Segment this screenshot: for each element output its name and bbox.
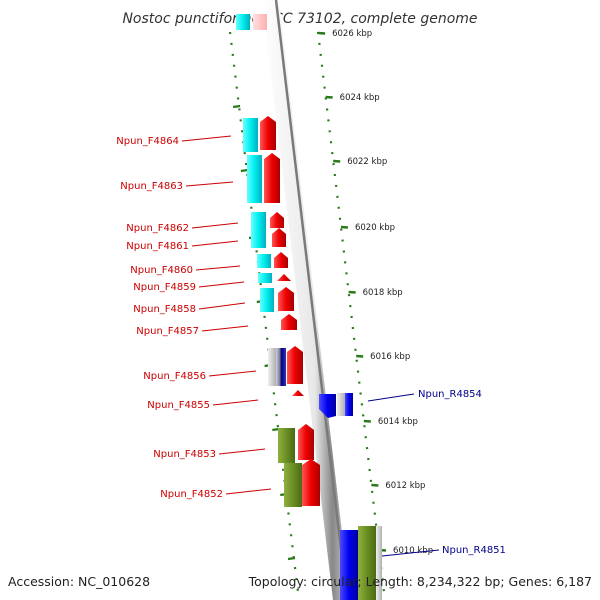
cds-reverse-F4860 bbox=[257, 254, 271, 268]
green-feature-F4853 bbox=[278, 428, 295, 463]
tick-mark bbox=[340, 225, 349, 229]
gene-label-left: Npun_F4857 bbox=[136, 326, 199, 337]
cds-forward-F4858 bbox=[278, 287, 294, 311]
gene-callout-line bbox=[218, 448, 266, 455]
gene-label-left: Npun_F4856 bbox=[143, 371, 206, 382]
gene-callout-line bbox=[367, 393, 415, 402]
cds-reverse-F4856 bbox=[276, 348, 286, 386]
tick-label: 6026 kbp bbox=[332, 29, 372, 39]
genome-backbone bbox=[262, 0, 350, 600]
gene-label-left: Npun_F4855 bbox=[147, 400, 210, 411]
tick-mark bbox=[318, 31, 326, 35]
gene-label-right: Npun_R4854 bbox=[418, 389, 482, 400]
gene-callout-line bbox=[208, 370, 257, 377]
cds-reverse-F4858 bbox=[260, 288, 274, 312]
green-feature-R4851 bbox=[358, 526, 376, 600]
cds-reverse-partial bbox=[236, 14, 250, 30]
tick-mark bbox=[325, 95, 333, 99]
gene-callout-line bbox=[198, 302, 246, 310]
gene-label-left: Npun_F4862 bbox=[126, 223, 189, 234]
accession-text: Accession: NC_010628 bbox=[8, 574, 150, 589]
gene-label-left: Npun_F4860 bbox=[130, 265, 193, 276]
tick-mark bbox=[371, 483, 379, 487]
tick-label: 6014 kbp bbox=[378, 417, 418, 427]
gene-label-left: Npun_F4859 bbox=[133, 282, 196, 293]
gene-callout-line bbox=[185, 181, 234, 187]
gene-callout-line bbox=[212, 399, 259, 406]
gene-grey-F4856 bbox=[268, 348, 276, 386]
cds-reverse-F4862 bbox=[251, 212, 266, 248]
cds-forward-F4863 bbox=[264, 153, 280, 203]
outer-tick-mark bbox=[287, 556, 296, 561]
grey-feature-R4851 bbox=[376, 526, 382, 600]
tick-mark bbox=[348, 290, 356, 294]
gene-callout-line bbox=[191, 222, 239, 229]
tick-label: 6016 kbp bbox=[370, 352, 410, 362]
gene-label-left: Npun_F4863 bbox=[120, 181, 183, 192]
rna-R4854-grey bbox=[337, 393, 345, 416]
gene-label-left: Npun_F4853 bbox=[153, 449, 216, 460]
gene-label-right: Npun_R4851 bbox=[442, 545, 506, 556]
cds-reverse-F4859 bbox=[258, 273, 272, 283]
cds-reverse-F4864 bbox=[243, 118, 258, 152]
scale-ticks: 6026 kbp 6024 kbp 6022 kbp 6020 kbp 6018 kbp… bbox=[232, 29, 433, 561]
forward-cds-features bbox=[243, 116, 320, 507]
gene-callout-line bbox=[201, 325, 249, 332]
tick-label: 6022 kbp bbox=[347, 157, 387, 167]
tick-mark bbox=[333, 159, 341, 163]
tick-label: 6024 kbp bbox=[340, 93, 380, 103]
top-partial-features bbox=[236, 14, 267, 30]
cds-forward-F4862 bbox=[270, 212, 284, 228]
tick-label: 6020 kbp bbox=[355, 223, 395, 233]
gene-label-left: Npun_F4858 bbox=[133, 304, 196, 315]
tick-mark bbox=[363, 419, 371, 423]
cds-forward-F4859 bbox=[277, 274, 291, 281]
cds-forward-F4856 bbox=[287, 346, 303, 384]
cds-forward-F4860 bbox=[274, 252, 288, 268]
gene-callout-line bbox=[381, 549, 440, 557]
map-title: Nostoc punctiforme PCC 73102, complete g… bbox=[122, 11, 477, 27]
outer-tick-mark bbox=[240, 168, 249, 173]
gene-callout-line bbox=[191, 240, 239, 247]
rna-R4854-blue bbox=[345, 393, 353, 416]
cds-forward-F4853 bbox=[298, 424, 314, 460]
gene-label-left: Npun_F4864 bbox=[116, 136, 179, 147]
outer-tick-mark bbox=[232, 104, 241, 109]
gene-partial bbox=[253, 14, 267, 30]
tick-label: 6010 kbp bbox=[393, 546, 433, 556]
tick-label: 6018 kbp bbox=[363, 288, 403, 298]
cds-forward-F4857 bbox=[281, 314, 297, 330]
cds-forward-F4864 bbox=[260, 116, 276, 150]
rna-R4851 bbox=[340, 530, 358, 600]
cds-reverse-F4863 bbox=[247, 155, 262, 203]
genome-summary-text: Topology: circular; Length: 8,234,322 bp… bbox=[248, 574, 592, 589]
cds-forward-F4861 bbox=[272, 228, 286, 247]
tick-mark bbox=[356, 354, 364, 358]
reverse-gene-labels: Npun_R4854 Npun_R4851 bbox=[367, 389, 506, 557]
gene-callout-line bbox=[198, 281, 245, 288]
forward-gene-labels: Npun_F4864 Npun_F4863 Npun_F4862 Npun_F4861… bbox=[116, 135, 272, 500]
cds-forward-F4855 bbox=[292, 390, 304, 396]
gene-callout-line bbox=[195, 265, 241, 271]
gene-label-left: Npun_F4861 bbox=[126, 241, 189, 252]
rna-R4854-arrow bbox=[319, 394, 336, 418]
cds-forward-F4852 bbox=[302, 459, 320, 506]
gene-label-left: Npun_F4852 bbox=[160, 489, 223, 500]
tick-label: 6012 kbp bbox=[385, 481, 425, 491]
gene-callout-line bbox=[225, 488, 272, 495]
green-feature-F4852 bbox=[284, 463, 302, 507]
reverse-features bbox=[319, 393, 382, 600]
gene-callout-line bbox=[181, 135, 232, 142]
